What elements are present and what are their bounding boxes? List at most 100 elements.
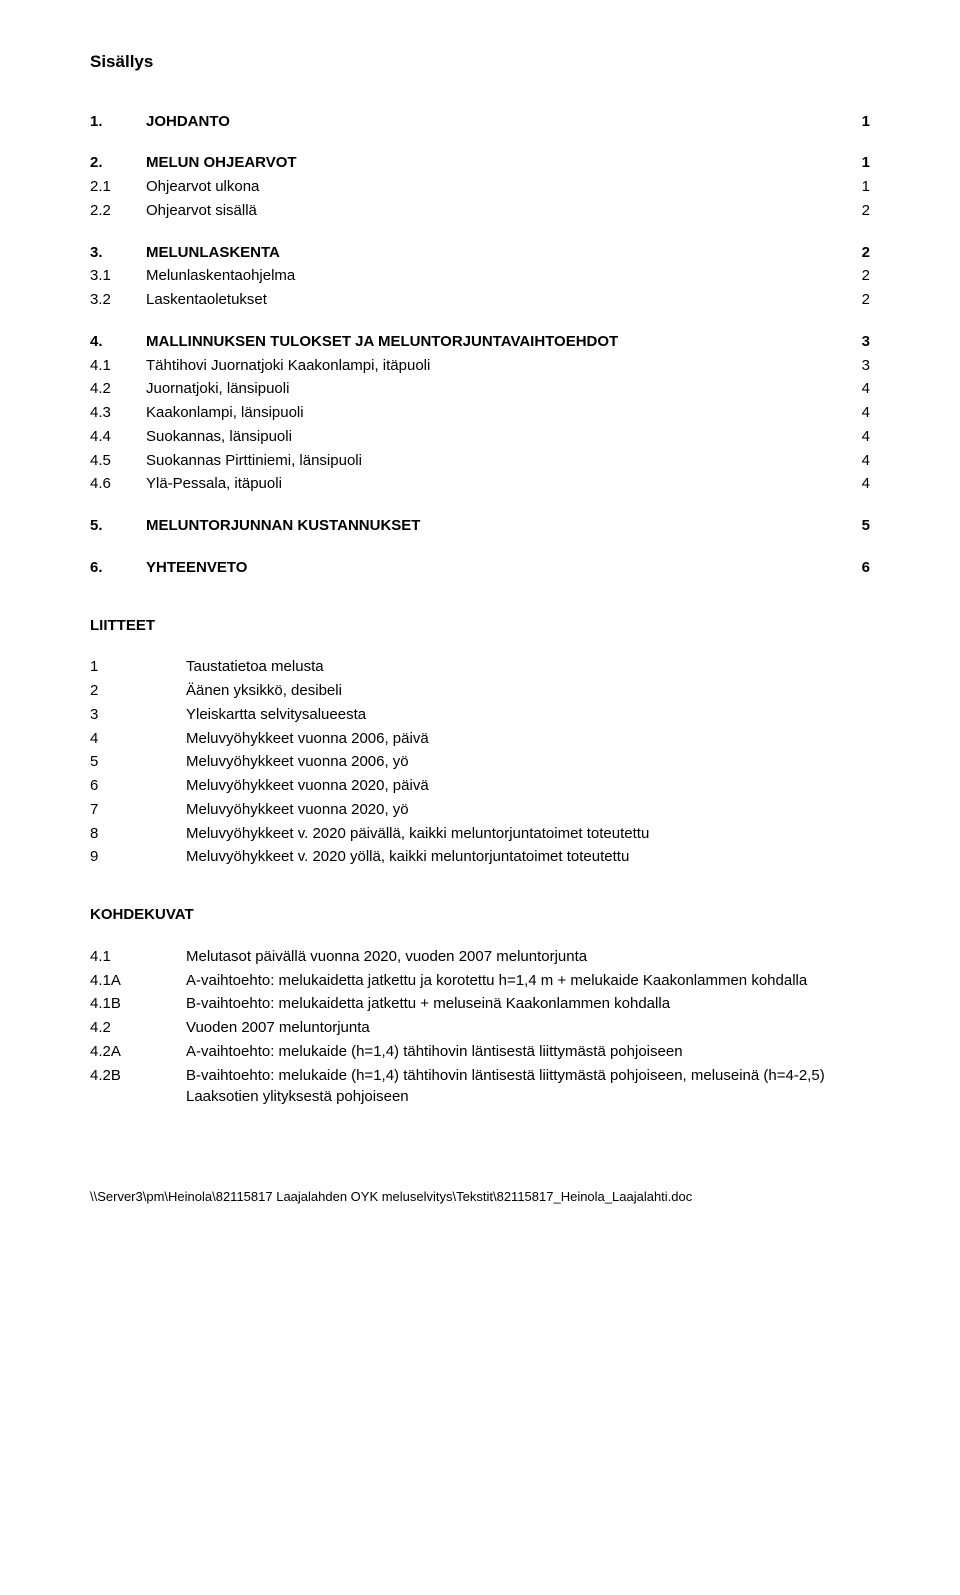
toc-text: MELUNTORJUNNAN KUSTANNUKSET — [146, 515, 840, 537]
liite-number: 1 — [90, 656, 186, 678]
kohdekuva-text: Vuoden 2007 meluntorjunta — [186, 1017, 870, 1039]
liite-text: Meluvyöhykkeet vuonna 2020, päivä — [186, 775, 870, 797]
liite-text: Meluvyöhykkeet v. 2020 päivällä, kaikki … — [186, 823, 870, 845]
toc-number: 3.2 — [90, 289, 146, 311]
toc-number: 4.6 — [90, 473, 146, 495]
toc-page: 3 — [840, 355, 870, 377]
toc-page: 4 — [840, 378, 870, 400]
toc-row: 5.MELUNTORJUNNAN KUSTANNUKSET5 — [90, 515, 870, 537]
liite-number: 7 — [90, 799, 186, 821]
toc-text: Tähtihovi Juornatjoki Kaakonlampi, itäpu… — [146, 355, 840, 377]
toc-page: 4 — [840, 473, 870, 495]
toc-text: JOHDANTO — [146, 111, 840, 133]
liite-row: 2Äänen yksikkö, desibeli — [90, 680, 870, 702]
toc-text: Ohjearvot sisällä — [146, 200, 840, 222]
toc-number: 2.2 — [90, 200, 146, 222]
toc-page: 4 — [840, 450, 870, 472]
kohdekuva-text: B-vaihtoehto: melukaide (h=1,4) tähtihov… — [186, 1065, 870, 1109]
toc-text: Suokannas Pirttiniemi, länsipuoli — [146, 450, 840, 472]
liite-number: 3 — [90, 704, 186, 726]
liite-row: 7Meluvyöhykkeet vuonna 2020, yö — [90, 799, 870, 821]
toc-number: 5. — [90, 515, 146, 537]
toc-page: 2 — [840, 200, 870, 222]
toc-number: 4.2 — [90, 378, 146, 400]
toc-row: 4.6Ylä-Pessala, itäpuoli4 — [90, 473, 870, 495]
footer-path: \\Server3\pm\Heinola\82115817 Laajalahde… — [90, 1188, 870, 1207]
toc-row: 4.3Kaakonlampi, länsipuoli4 — [90, 402, 870, 424]
kohdekuvat-list: 4.1Melutasot päivällä vuonna 2020, vuode… — [90, 946, 870, 1108]
toc-text: MELUNLASKENTA — [146, 242, 840, 264]
toc-number: 6. — [90, 557, 146, 579]
liite-row: 4Meluvyöhykkeet vuonna 2006, päivä — [90, 728, 870, 750]
toc-row: 2.1Ohjearvot ulkona1 — [90, 176, 870, 198]
toc-text: Ohjearvot ulkona — [146, 176, 840, 198]
toc-text: MELUN OHJEARVOT — [146, 152, 840, 174]
toc-page: 5 — [840, 515, 870, 537]
kohdekuva-number: 4.2B — [90, 1065, 186, 1109]
liitteet-list: 1Taustatietoa melusta2Äänen yksikkö, des… — [90, 656, 870, 868]
toc-row: 1.JOHDANTO1 — [90, 111, 870, 133]
liite-number: 5 — [90, 751, 186, 773]
liite-text: Meluvyöhykkeet vuonna 2006, yö — [186, 751, 870, 773]
liite-number: 4 — [90, 728, 186, 750]
toc-text: Laskentaoletukset — [146, 289, 840, 311]
kohdekuva-number: 4.2A — [90, 1041, 186, 1063]
kohdekuva-text: Melutasot päivällä vuonna 2020, vuoden 2… — [186, 946, 870, 968]
toc-row: 3.1Melunlaskentaohjelma2 — [90, 265, 870, 287]
toc-number: 2.1 — [90, 176, 146, 198]
liite-row: 5Meluvyöhykkeet vuonna 2006, yö — [90, 751, 870, 773]
liite-number: 8 — [90, 823, 186, 845]
liite-number: 6 — [90, 775, 186, 797]
toc-row: 4.MALLINNUKSEN TULOKSET JA MELUNTORJUNTA… — [90, 331, 870, 353]
toc-number: 4.5 — [90, 450, 146, 472]
liite-text: Meluvyöhykkeet v. 2020 yöllä, kaikki mel… — [186, 846, 870, 868]
toc-number: 2. — [90, 152, 146, 174]
kohdekuvat-heading: KOHDEKUVAT — [90, 904, 870, 926]
toc-row: 4.2Juornatjoki, länsipuoli4 — [90, 378, 870, 400]
kohdekuva-number: 4.1B — [90, 993, 186, 1015]
toc-page: 2 — [840, 289, 870, 311]
kohdekuva-row: 4.1AA-vaihtoehto: melukaidetta jatkettu … — [90, 970, 870, 992]
toc-text: YHTEENVETO — [146, 557, 840, 579]
toc-row: 4.1Tähtihovi Juornatjoki Kaakonlampi, it… — [90, 355, 870, 377]
kohdekuva-row: 4.2Vuoden 2007 meluntorjunta — [90, 1017, 870, 1039]
toc-page: 6 — [840, 557, 870, 579]
toc-text: Suokannas, länsipuoli — [146, 426, 840, 448]
toc-page: 3 — [840, 331, 870, 353]
toc-row: 6.YHTEENVETO6 — [90, 557, 870, 579]
toc-row: 2.2Ohjearvot sisällä2 — [90, 200, 870, 222]
toc-page: 1 — [840, 176, 870, 198]
toc-number: 4.4 — [90, 426, 146, 448]
toc-page: 1 — [840, 111, 870, 133]
toc-page: 4 — [840, 402, 870, 424]
toc-page: 1 — [840, 152, 870, 174]
toc-number: 4. — [90, 331, 146, 353]
toc-text: MALLINNUKSEN TULOKSET JA MELUNTORJUNTAVA… — [146, 331, 840, 353]
toc-row: 4.4Suokannas, länsipuoli4 — [90, 426, 870, 448]
liite-row: 9Meluvyöhykkeet v. 2020 yöllä, kaikki me… — [90, 846, 870, 868]
toc-number: 1. — [90, 111, 146, 133]
liite-text: Äänen yksikkö, desibeli — [186, 680, 870, 702]
toc-row: 3.MELUNLASKENTA2 — [90, 242, 870, 264]
liite-row: 8Meluvyöhykkeet v. 2020 päivällä, kaikki… — [90, 823, 870, 845]
liite-row: 6Meluvyöhykkeet vuonna 2020, päivä — [90, 775, 870, 797]
toc-text: Juornatjoki, länsipuoli — [146, 378, 840, 400]
liite-row: 3Yleiskartta selvitysalueesta — [90, 704, 870, 726]
liite-text: Taustatietoa melusta — [186, 656, 870, 678]
liite-text: Meluvyöhykkeet vuonna 2020, yö — [186, 799, 870, 821]
page-title: Sisällys — [90, 50, 870, 75]
kohdekuva-text: B-vaihtoehto: melukaidetta jatkettu + me… — [186, 993, 870, 1015]
kohdekuva-text: A-vaihtoehto: melukaidetta jatkettu ja k… — [186, 970, 870, 992]
toc-text: Ylä-Pessala, itäpuoli — [146, 473, 840, 495]
kohdekuva-row: 4.1Melutasot päivällä vuonna 2020, vuode… — [90, 946, 870, 968]
table-of-contents: 1.JOHDANTO12.MELUN OHJEARVOT12.1Ohjearvo… — [90, 111, 870, 579]
toc-page: 2 — [840, 265, 870, 287]
kohdekuva-row: 4.2BB-vaihtoehto: melukaide (h=1,4) täht… — [90, 1065, 870, 1109]
toc-page: 2 — [840, 242, 870, 264]
liite-number: 2 — [90, 680, 186, 702]
toc-text: Melunlaskentaohjelma — [146, 265, 840, 287]
toc-number: 3.1 — [90, 265, 146, 287]
toc-number: 3. — [90, 242, 146, 264]
liite-text: Meluvyöhykkeet vuonna 2006, päivä — [186, 728, 870, 750]
toc-text: Kaakonlampi, länsipuoli — [146, 402, 840, 424]
